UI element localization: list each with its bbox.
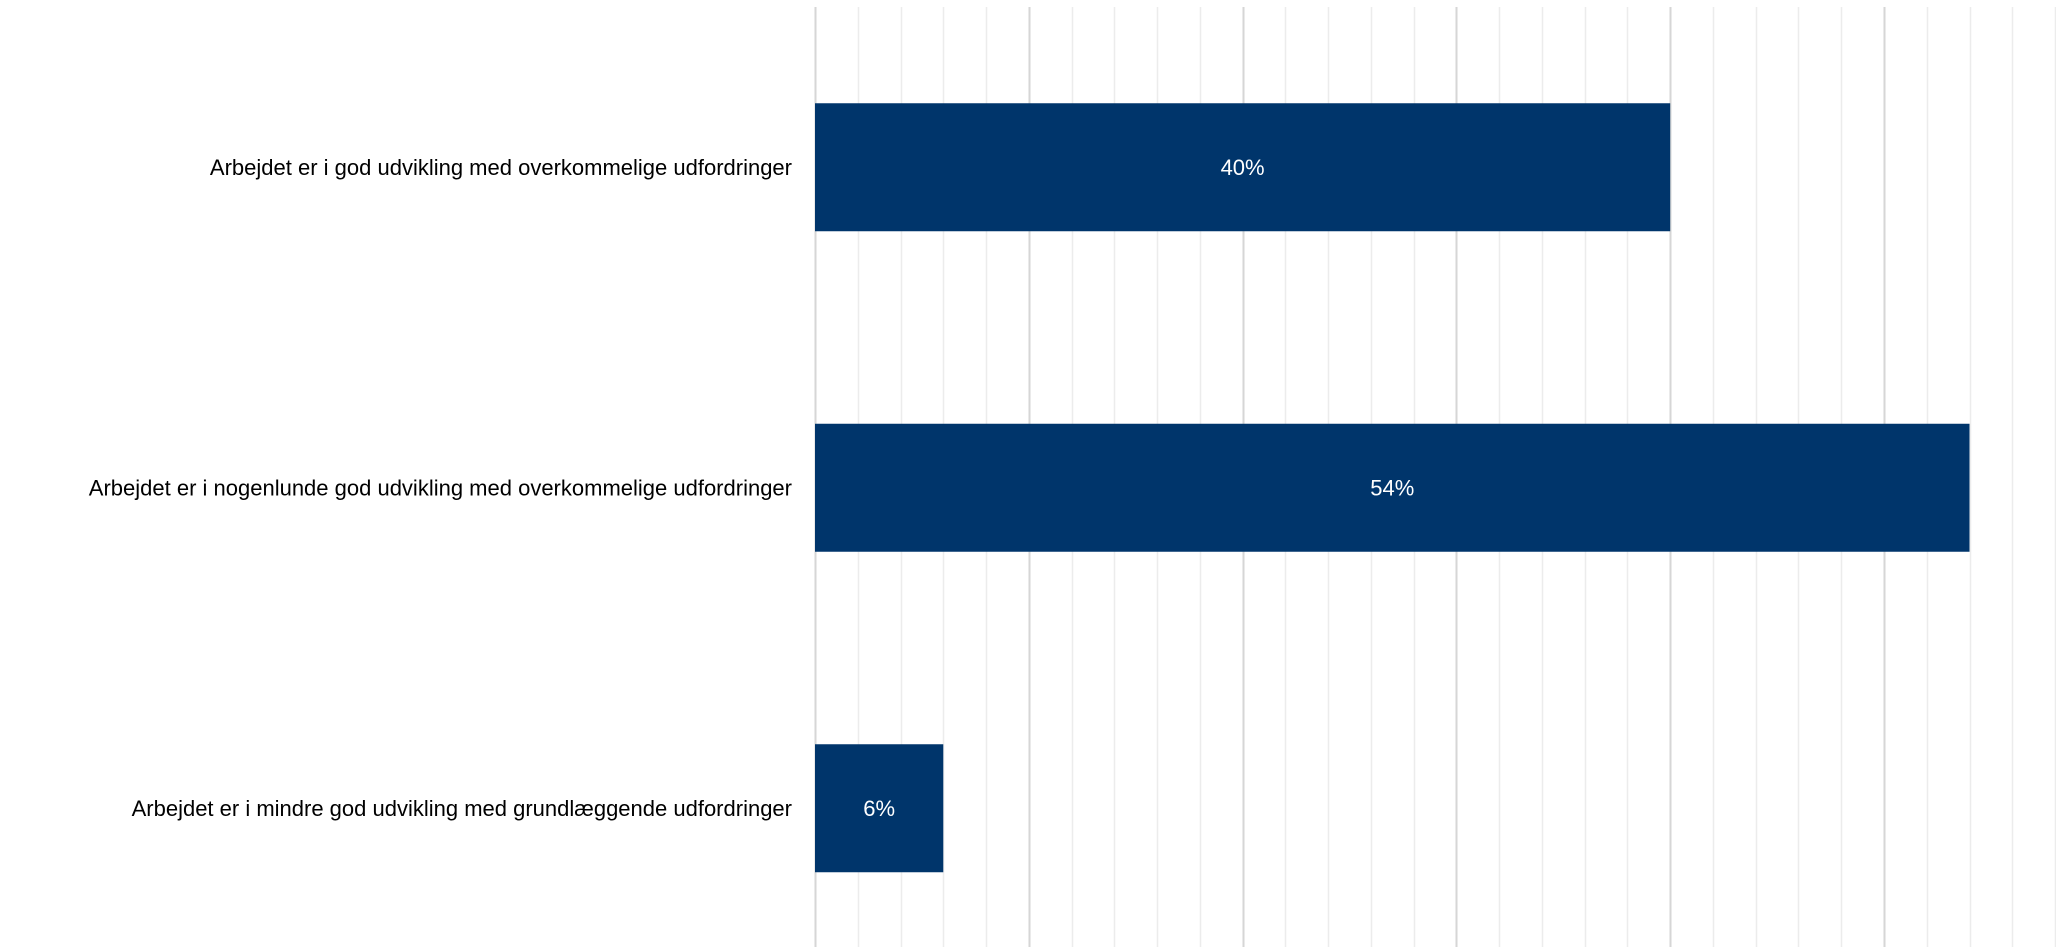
category-labels: Arbejdet er i god udvikling med overkomm… [89,155,792,821]
bar [815,423,1970,552]
bar-value-label: 40% [1221,155,1265,180]
category-label: Arbejdet er i mindre god udvikling med g… [132,796,792,821]
bar-value-labels: 40% 54% 6% [863,155,1414,821]
bar [815,744,944,873]
category-label: Arbejdet er i god udvikling med overkomm… [210,155,792,180]
bars [815,103,1970,873]
category-label: Arbejdet er i nogenlunde god udvikling m… [89,475,792,500]
bar-value-label: 54% [1370,475,1414,500]
bar [815,103,1671,232]
bar-value-label: 6% [863,796,895,821]
